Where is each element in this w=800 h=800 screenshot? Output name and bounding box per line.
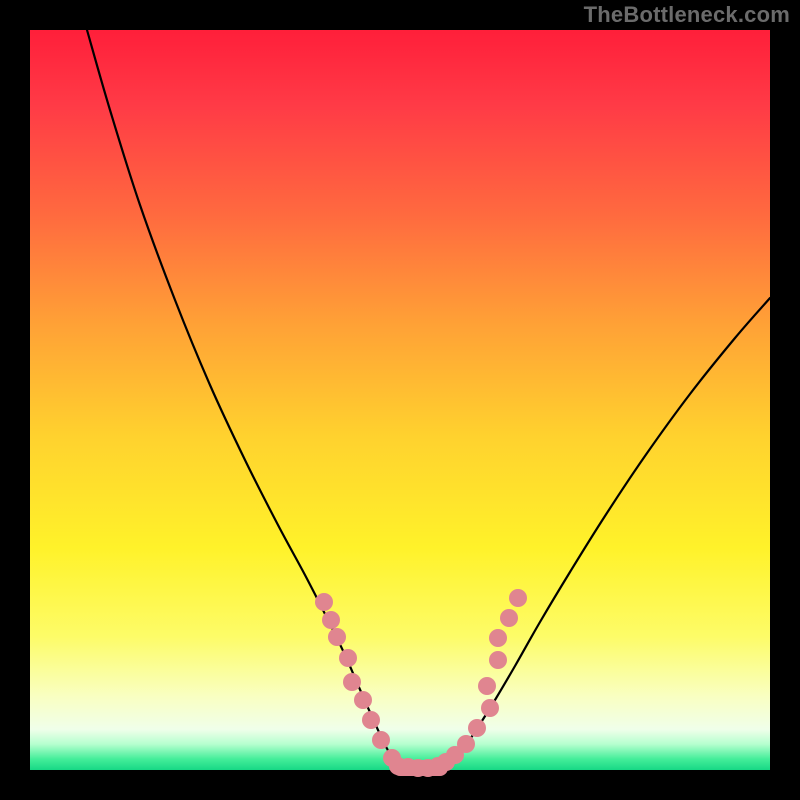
marker-dot	[354, 691, 372, 709]
marker-dot	[328, 628, 346, 646]
marker-dot	[339, 649, 357, 667]
marker-dot	[489, 651, 507, 669]
marker-dot	[481, 699, 499, 717]
chart-container: TheBottleneck.com	[0, 0, 800, 800]
marker-dot	[489, 629, 507, 647]
marker-dot	[362, 711, 380, 729]
marker-dot	[500, 609, 518, 627]
marker-dot	[315, 593, 333, 611]
plot-background	[30, 30, 770, 770]
marker-dot	[343, 673, 361, 691]
marker-dot	[478, 677, 496, 695]
marker-dot	[509, 589, 527, 607]
watermark-text: TheBottleneck.com	[584, 2, 790, 28]
bottleneck-chart	[0, 0, 800, 800]
marker-dot	[457, 735, 475, 753]
marker-dot	[322, 611, 340, 629]
marker-dot	[468, 719, 486, 737]
marker-dot	[372, 731, 390, 749]
